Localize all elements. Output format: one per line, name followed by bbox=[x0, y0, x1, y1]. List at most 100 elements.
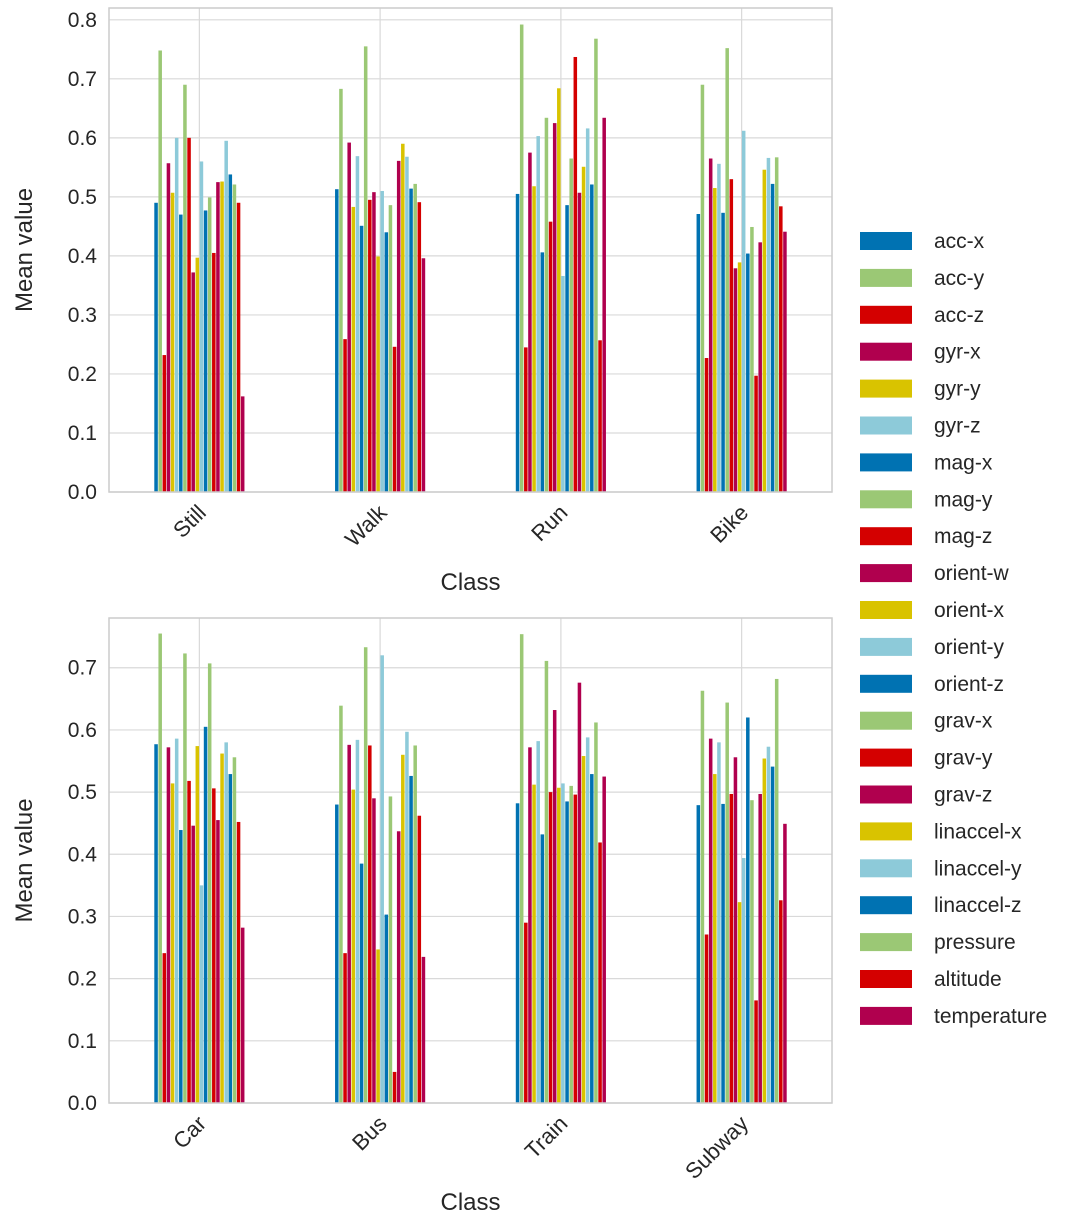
legend-label-orient-x: orient-x bbox=[934, 599, 1005, 622]
y-tick-label: 0.6 bbox=[68, 127, 97, 150]
y-tick-label: 0.3 bbox=[68, 304, 97, 327]
bar-gyr-y-bike bbox=[713, 188, 717, 492]
bar-mag-x-bike bbox=[721, 212, 725, 492]
bar-grav-z-run bbox=[577, 192, 582, 492]
bar-orient-z-train bbox=[565, 801, 569, 1103]
bar-linaccel-z-bus bbox=[409, 775, 413, 1103]
bar-grav-y-still bbox=[212, 252, 216, 492]
bar-grav-z-train bbox=[577, 682, 582, 1103]
bar-grav-x-train bbox=[569, 785, 573, 1103]
legend-swatch-grav-y bbox=[860, 748, 912, 767]
chart-panel-bottom: 0.0 0.1 0.2 0.3 0.4 0.5 0.6 0.7 Car Bus Train Subwa… bbox=[11, 617, 833, 1216]
bar-gyr-z-bike bbox=[717, 163, 721, 492]
legend-swatch-mag-z bbox=[860, 527, 912, 546]
y-tick-label: 0.4 bbox=[68, 245, 98, 268]
bar-mag-z-bus bbox=[368, 745, 372, 1103]
legend-swatch-mag-y bbox=[860, 490, 912, 509]
bar-orient-w-car bbox=[191, 825, 195, 1103]
bar-mag-z-train bbox=[548, 792, 553, 1103]
bar-pressure-bus bbox=[413, 745, 417, 1103]
bar-altitude-train bbox=[598, 842, 602, 1103]
bar-altitude-car bbox=[236, 821, 241, 1103]
chart-legend: acc-x acc-y acc-z gyr-x gyr-y gyr-z mag-x mag-y… bbox=[860, 230, 1047, 1028]
y-tick-label: 0.0 bbox=[68, 481, 97, 504]
bar-acc-z-car bbox=[162, 953, 167, 1103]
legend-label-acc-x: acc-x bbox=[934, 230, 985, 253]
bar-mag-x-bus bbox=[359, 863, 364, 1103]
bar-orient-x-bus bbox=[376, 949, 380, 1103]
legend-label-pressure: pressure bbox=[934, 931, 1016, 954]
bar-mag-y-car bbox=[183, 653, 187, 1103]
bar-acc-x-train bbox=[515, 803, 520, 1103]
bar-linaccel-x-bus bbox=[401, 754, 405, 1103]
bar-linaccel-y-train bbox=[585, 737, 590, 1103]
x-tick-label: Walk bbox=[340, 499, 392, 551]
legend-label-orient-w: orient-w bbox=[934, 562, 1010, 585]
bar-orient-x-run bbox=[557, 88, 561, 493]
bar-orient-z-still bbox=[203, 210, 208, 492]
legend-swatch-linaccel-x bbox=[860, 822, 912, 841]
bar-gyr-y-train bbox=[532, 784, 536, 1103]
legend-label-acc-z: acc-z bbox=[934, 304, 984, 327]
bar-gyr-x-bike bbox=[708, 158, 713, 492]
bar-grav-z-still bbox=[216, 182, 220, 492]
bar-grav-z-walk bbox=[396, 160, 401, 492]
y-tick-label: 0.7 bbox=[68, 68, 97, 91]
bar-acc-z-subway bbox=[704, 934, 709, 1103]
bar-altitude-bus bbox=[417, 815, 422, 1103]
bar-orient-z-run bbox=[565, 205, 569, 492]
y-tick-label: 0.1 bbox=[68, 422, 97, 445]
bar-altitude-run bbox=[598, 340, 602, 492]
bar-orient-w-subway bbox=[733, 757, 738, 1103]
bar-linaccel-y-subway bbox=[766, 746, 771, 1103]
bar-gyr-y-walk bbox=[351, 206, 356, 492]
bar-orient-x-still bbox=[195, 257, 200, 492]
bar-pressure-still bbox=[232, 184, 237, 493]
bar-linaccel-x-bike bbox=[762, 169, 767, 493]
bar-gyr-y-still bbox=[170, 192, 175, 492]
bar-orient-x-walk bbox=[376, 256, 380, 492]
bar-grav-x-subway bbox=[750, 800, 754, 1103]
bar-grav-y-run bbox=[573, 56, 578, 493]
bar-gyr-x-train bbox=[528, 747, 532, 1103]
bar-orient-y-walk bbox=[380, 190, 384, 492]
legend-swatch-acc-x bbox=[860, 232, 912, 250]
bar-linaccel-y-bus bbox=[405, 731, 409, 1103]
legend-swatch-orient-w bbox=[860, 564, 912, 583]
legend-swatch-linaccel-y bbox=[860, 859, 912, 878]
bar-orient-z-subway bbox=[746, 717, 750, 1103]
bar-temperature-bike bbox=[783, 231, 787, 492]
bar-gyr-z-train bbox=[536, 741, 540, 1103]
bar-gyr-z-still bbox=[174, 137, 179, 493]
bar-linaccel-z-train bbox=[590, 774, 594, 1103]
y-tick-label: 0.5 bbox=[68, 186, 97, 209]
bar-pressure-run bbox=[594, 38, 598, 492]
legend-swatch-acc-z bbox=[860, 305, 912, 324]
bar-temperature-run bbox=[602, 117, 606, 492]
bar-gyr-x-bus bbox=[347, 744, 351, 1103]
legend-swatch-acc-y bbox=[860, 268, 912, 287]
legend-label-altitude: altitude bbox=[934, 968, 1002, 991]
y-tick-label: 0.2 bbox=[68, 968, 97, 991]
y-tick-label: 0.3 bbox=[68, 905, 97, 928]
bar-acc-y-bike bbox=[700, 84, 705, 493]
bar-gyr-z-subway bbox=[717, 742, 721, 1103]
bar-gyr-y-bus bbox=[351, 789, 356, 1103]
bar-acc-z-bike bbox=[704, 358, 709, 492]
bar-temperature-walk bbox=[421, 258, 426, 492]
bar-temperature-train bbox=[602, 776, 606, 1103]
bar-acc-x-bike bbox=[696, 213, 701, 492]
bar-grav-y-walk bbox=[392, 346, 397, 492]
bar-mag-y-subway bbox=[725, 702, 729, 1103]
legend-swatch-orient-y bbox=[860, 637, 912, 656]
y-tick-label: 0.6 bbox=[68, 719, 97, 742]
bar-mag-y-bike bbox=[725, 48, 729, 492]
legend-swatch-altitude bbox=[860, 970, 912, 988]
bar-acc-z-train bbox=[524, 922, 528, 1103]
legend-swatch-mag-x bbox=[860, 453, 912, 472]
bar-orient-x-train bbox=[557, 787, 561, 1103]
bar-linaccel-y-walk bbox=[405, 156, 409, 493]
plot-frame bbox=[108, 617, 833, 1104]
plot-frame bbox=[108, 7, 833, 493]
